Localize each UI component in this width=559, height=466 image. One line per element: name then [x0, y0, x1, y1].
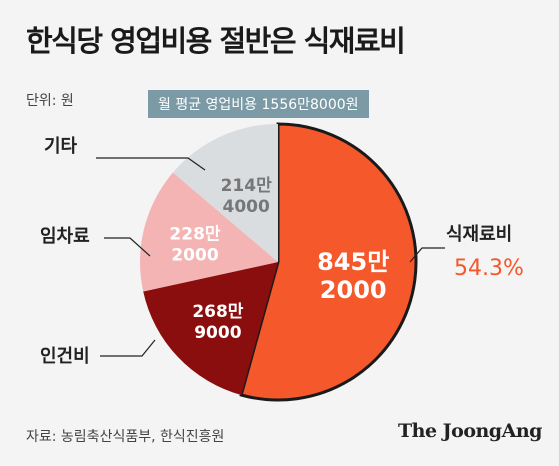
unit-label: 단위: 원: [26, 93, 74, 109]
slice-other: [172, 124, 278, 262]
slice-rent-value-line2: 2000: [171, 245, 218, 265]
slice-labor-value-line1: 268만: [192, 302, 243, 322]
leader-food: [409, 247, 445, 263]
slice-percent-food: 54.3%: [454, 256, 524, 281]
slice-food-value-line2: 2000: [320, 276, 387, 304]
slice-rent: [140, 172, 278, 292]
slice-other-value-line1: 214만: [221, 176, 272, 196]
leader-labor: [100, 339, 156, 357]
slice-labor-value-line2: 9000: [194, 323, 241, 343]
slice-name-other: 기타: [44, 136, 78, 157]
slice-other-value-line2: 4000: [223, 197, 270, 217]
slice-name-food: 식재료비: [446, 224, 513, 245]
total-badge: 월 평균 영업비용 1556만8000원: [148, 90, 369, 118]
slice-name-rent: 임차료: [40, 226, 90, 247]
leader-other: [96, 157, 206, 171]
leader-rent: [104, 237, 151, 257]
source-note: 자료: 농림축산식품부, 한식진흥원: [26, 429, 225, 445]
slice-food: [239, 122, 418, 402]
slice-labor: [143, 262, 278, 396]
chart-title: 한식당 영업비용 절반은 식재료비: [26, 24, 406, 58]
slice-food-value-line1: 845만: [317, 248, 389, 276]
brand-logo: The JoongAng: [398, 420, 542, 442]
slice-name-labor: 인건비: [40, 346, 90, 367]
slice-rent-value-line1: 228만: [169, 224, 220, 244]
